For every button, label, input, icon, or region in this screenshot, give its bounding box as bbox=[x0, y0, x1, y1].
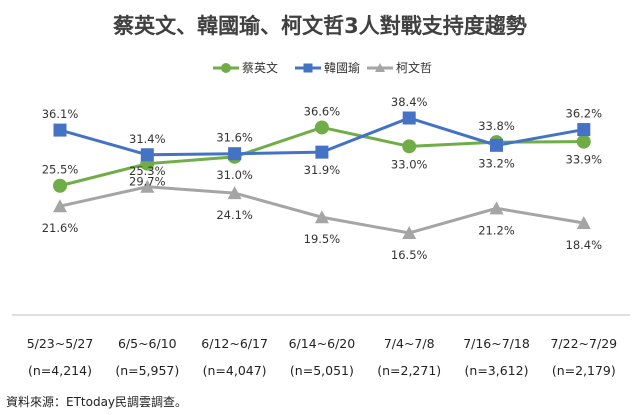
chart-title: 蔡英文、韓國瑜、柯文哲3人對戰支持度趨勢 bbox=[113, 14, 527, 38]
data-label-1-7: 33.9% bbox=[566, 153, 603, 167]
data-point-2-4 bbox=[315, 145, 329, 159]
data-point-1-7 bbox=[576, 134, 591, 149]
data-point-3-7 bbox=[576, 216, 591, 230]
legend-entry-3: 柯文哲 bbox=[367, 60, 432, 75]
data-point-3-5 bbox=[402, 226, 417, 239]
sample-size-label-3: (n=4,047) bbox=[203, 363, 267, 378]
data-label-1-6: 33.8% bbox=[478, 119, 515, 133]
data-label-1-1: 25.5% bbox=[42, 163, 79, 177]
data-label-2-6: 33.2% bbox=[478, 156, 515, 170]
category-label-6: 7/16~7/18 bbox=[463, 336, 530, 351]
data-label-3-2: 25.3% bbox=[129, 164, 166, 178]
data-label-3-6: 21.2% bbox=[478, 223, 515, 237]
data-label-1-3: 31.0% bbox=[216, 168, 253, 182]
legend-entry-1: 蔡英文 bbox=[213, 60, 278, 75]
data-label-3-1: 21.6% bbox=[42, 221, 79, 235]
category-label-7: 7/22~7/29 bbox=[550, 336, 617, 351]
data-point-3-4 bbox=[314, 210, 329, 224]
svg-text:韓國瑜: 韓國瑜 bbox=[324, 60, 360, 75]
category-label-4: 6/14~6/20 bbox=[289, 336, 356, 351]
data-label-2-7: 36.2% bbox=[566, 107, 603, 121]
data-label-1-2: 29.7% bbox=[129, 175, 166, 189]
sample-size-label-4: (n=5,051) bbox=[290, 363, 354, 378]
data-point-2-5 bbox=[402, 111, 416, 125]
data-point-2-3 bbox=[228, 147, 242, 161]
data-label-3-3: 24.1% bbox=[216, 208, 253, 222]
source-note: 資料來源：ETtoday民調雲調查。 bbox=[6, 395, 188, 409]
data-point-1-1 bbox=[53, 178, 67, 193]
sample-size-label-7: (n=2,179) bbox=[552, 363, 616, 378]
data-label-3-4: 19.5% bbox=[304, 232, 341, 246]
data-label-3-7: 18.4% bbox=[566, 238, 603, 252]
sample-size-label-1: (n=4,214) bbox=[28, 363, 92, 378]
data-label-2-2: 31.4% bbox=[129, 132, 166, 146]
category-label-2: 6/5~6/10 bbox=[118, 336, 177, 351]
data-label-2-5: 38.4% bbox=[391, 95, 428, 109]
data-label-1-5: 33.0% bbox=[391, 157, 428, 171]
data-label-2-3: 31.6% bbox=[216, 131, 253, 145]
sample-size-label-2: (n=5,957) bbox=[115, 363, 179, 378]
data-point-3-6 bbox=[489, 201, 504, 215]
data-label-2-1: 36.1% bbox=[42, 107, 79, 121]
sample-size-label-5: (n=2,271) bbox=[377, 363, 441, 378]
svg-text:蔡英文: 蔡英文 bbox=[242, 60, 278, 75]
data-point-2-7 bbox=[577, 123, 591, 137]
data-label-2-4: 31.9% bbox=[304, 163, 341, 177]
data-point-2-6 bbox=[490, 138, 503, 152]
sample-size-label-6: (n=3,612) bbox=[465, 363, 529, 378]
data-label-3-5: 16.5% bbox=[391, 248, 428, 262]
data-point-3-2 bbox=[140, 179, 155, 193]
legend-entry-2: 韓國瑜 bbox=[295, 60, 360, 75]
data-point-3-1 bbox=[53, 199, 67, 213]
data-point-2-2 bbox=[140, 148, 154, 162]
data-label-1-4: 36.6% bbox=[304, 104, 341, 118]
data-point-1-4 bbox=[314, 120, 329, 135]
category-label-3: 6/12~6/17 bbox=[201, 336, 268, 351]
svg-text:柯文哲: 柯文哲 bbox=[396, 60, 432, 75]
data-point-1-5 bbox=[402, 139, 417, 154]
data-point-3-3 bbox=[227, 186, 242, 200]
chart-legend: 蔡英文 韓國瑜 柯文哲 bbox=[213, 60, 432, 75]
category-axis: 5/23~5/27 (n=4,214) 6/5~6/10 (n=5,957) 6/12~… bbox=[12, 314, 630, 378]
category-label-1: 5/23~5/27 bbox=[27, 336, 94, 351]
data-point-2-1 bbox=[53, 123, 67, 137]
category-label-5: 7/4~7/8 bbox=[384, 336, 435, 351]
